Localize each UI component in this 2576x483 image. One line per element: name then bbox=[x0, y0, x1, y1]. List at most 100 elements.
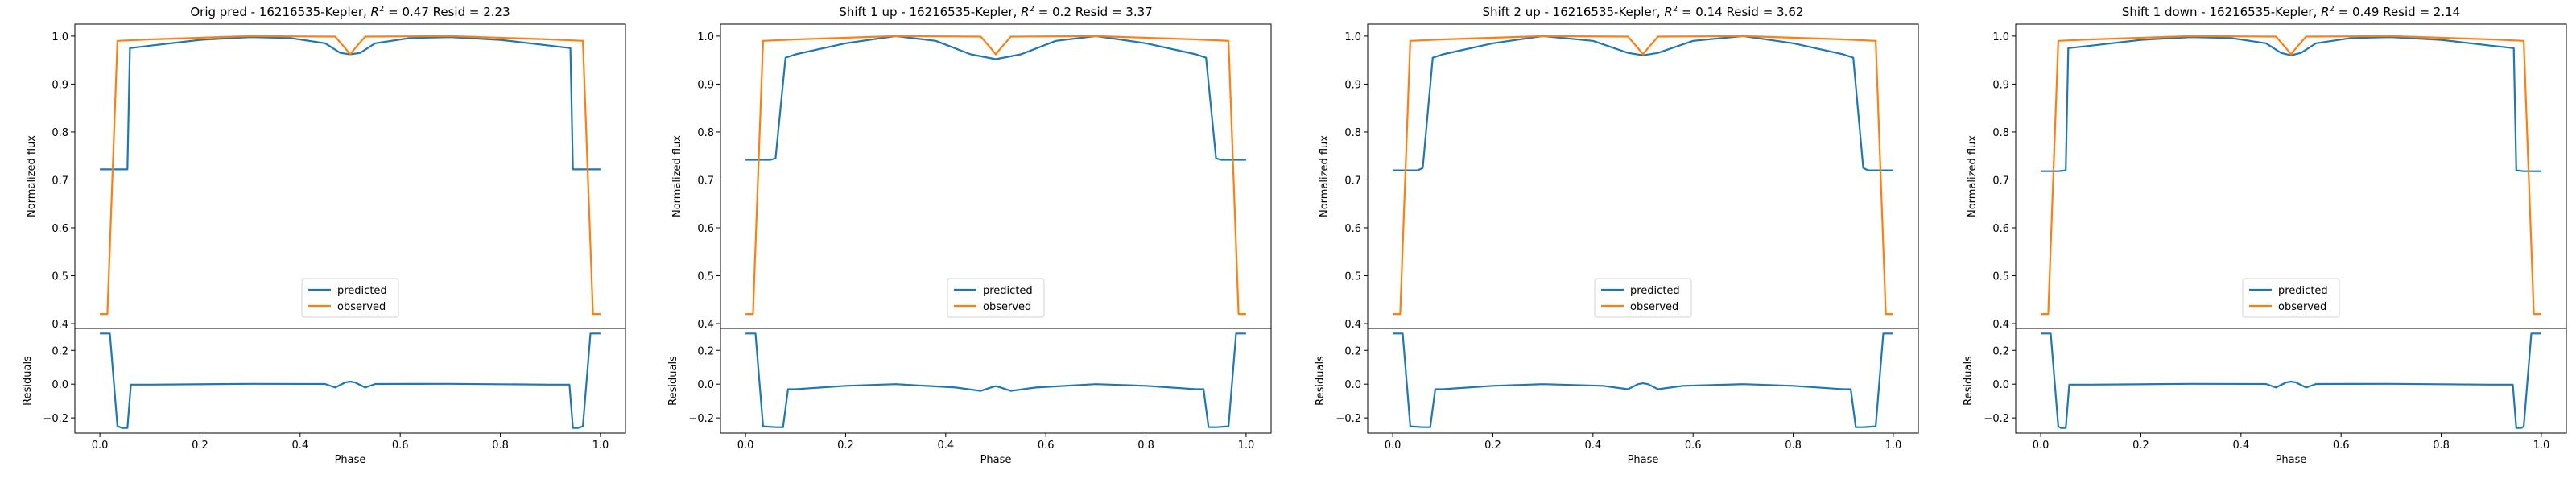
r-squared-exponent: 2 bbox=[379, 5, 384, 14]
x-axis-label: Phase bbox=[335, 454, 366, 466]
r-squared-exponent: 2 bbox=[1673, 5, 1678, 14]
resid-series-group bbox=[745, 332, 1246, 428]
x-tick-label: 0.6 bbox=[1685, 440, 1702, 452]
title-prefix: Orig pred - 16216535-Kepler, bbox=[190, 5, 370, 19]
r-squared-symbol: R bbox=[1664, 5, 1672, 19]
flux-y-tick-label: 0.8 bbox=[1344, 127, 1361, 139]
x-tick-label: 0.4 bbox=[1584, 440, 1601, 452]
legend-label-predicted: predicted bbox=[2278, 285, 2328, 297]
legend-label-predicted: predicted bbox=[983, 285, 1033, 297]
flux-y-tick-label: 0.5 bbox=[52, 271, 68, 283]
title-prefix: Shift 1 down - 16216535-Kepler, bbox=[2122, 5, 2321, 19]
flux-y-axis-label: Normalized flux bbox=[26, 135, 38, 217]
x-tick-label: 0.4 bbox=[291, 440, 308, 452]
flux-y-tick-label: 0.7 bbox=[697, 175, 714, 187]
legend-label-observed: observed bbox=[337, 301, 386, 313]
resid-y-tick-label: −0.2 bbox=[43, 413, 68, 425]
series-line-observed bbox=[100, 35, 601, 316]
flux-y-tick-label: 1.0 bbox=[1344, 31, 1361, 43]
title-prefix: Shift 2 up - 16216535-Kepler, bbox=[1483, 5, 1665, 19]
chart-panel-2: Shift 1 up - 16216535-Kepler, R2 = 0.2 R… bbox=[667, 5, 1272, 466]
residuals-axes-frame bbox=[1367, 328, 1919, 434]
x-axis-label: Phase bbox=[980, 454, 1012, 466]
flux-y-tick-label: 0.6 bbox=[1344, 223, 1361, 235]
flux-y-tick-label: 0.5 bbox=[697, 271, 714, 283]
x-tick-label: 0.0 bbox=[2033, 440, 2050, 452]
flux-y-tick-label: 0.7 bbox=[52, 175, 68, 187]
residuals-line bbox=[1393, 332, 1893, 428]
resid-y-tick-label: −0.2 bbox=[1984, 413, 2009, 425]
legend-label-predicted: predicted bbox=[1630, 285, 1680, 297]
flux-y-tick-label: 0.9 bbox=[1344, 79, 1361, 91]
resid-y-tick-label: 0.0 bbox=[1344, 379, 1361, 391]
x-tick-label: 1.0 bbox=[1238, 440, 1255, 452]
resid-y-tick-label: 0.0 bbox=[697, 379, 714, 391]
r-squared-symbol: R bbox=[1021, 5, 1029, 19]
flux-y-tick-label: 0.9 bbox=[52, 79, 68, 91]
flux-y-tick-label: 1.0 bbox=[1992, 31, 2009, 43]
legend: predicted observed bbox=[2242, 278, 2340, 318]
series-line-observed bbox=[745, 35, 1246, 316]
flux-y-tick-label: 1.0 bbox=[52, 31, 68, 43]
x-tick-label: 0.8 bbox=[1137, 440, 1154, 452]
chart-panel-4: Shift 1 down - 16216535-Kepler, R2 = 0.4… bbox=[1963, 5, 2567, 466]
flux-y-tick-label: 0.6 bbox=[1992, 223, 2009, 235]
series-line-observed bbox=[1393, 35, 1893, 316]
x-tick-label: 0.8 bbox=[1785, 440, 1802, 452]
resid-series-group bbox=[100, 332, 601, 429]
resid-y-axis-label: Residuals bbox=[1315, 356, 1327, 406]
flux-y-tick-label: 0.9 bbox=[697, 79, 714, 91]
title-stats: = 0.2 Resid = 3.37 bbox=[1034, 5, 1153, 19]
title-stats: = 0.47 Resid = 2.23 bbox=[384, 5, 510, 19]
flux-axes-frame bbox=[1367, 23, 1919, 329]
chart-title: Shift 1 down - 16216535-Kepler, R2 = 0.4… bbox=[2122, 5, 2460, 19]
legend: predicted observed bbox=[947, 278, 1045, 318]
legend-label-observed: observed bbox=[2278, 301, 2326, 313]
x-tick-label: 0.6 bbox=[1038, 440, 1055, 452]
legend: predicted observed bbox=[301, 278, 399, 318]
chart-title: Shift 2 up - 16216535-Kepler, R2 = 0.14 … bbox=[1483, 5, 1804, 19]
resid-y-tick-label: 0.2 bbox=[1344, 345, 1361, 357]
resid-y-tick-label: 0.0 bbox=[52, 379, 68, 391]
r-squared-symbol: R bbox=[371, 5, 379, 19]
chart-title: Shift 1 up - 16216535-Kepler, R2 = 0.2 R… bbox=[839, 5, 1152, 19]
flux-y-tick-label: 0.7 bbox=[1992, 175, 2009, 187]
x-tick-label: 0.0 bbox=[1385, 440, 1402, 452]
series-line-predicted bbox=[1393, 35, 1893, 171]
residuals-line bbox=[745, 332, 1246, 428]
x-tick-label: 0.8 bbox=[492, 440, 509, 452]
series-line-observed bbox=[2041, 35, 2541, 316]
residuals-line bbox=[100, 332, 601, 429]
r-squared-exponent: 2 bbox=[2330, 5, 2334, 14]
x-tick-label: 0.0 bbox=[737, 440, 754, 452]
x-axis-label: Phase bbox=[1628, 454, 1659, 466]
resid-y-tick-label: 0.2 bbox=[52, 345, 68, 357]
resid-y-tick-label: −0.2 bbox=[688, 413, 714, 425]
legend-label-observed: observed bbox=[1630, 301, 1678, 313]
legend-label-predicted: predicted bbox=[337, 285, 387, 297]
resid-y-tick-label: 0.2 bbox=[697, 345, 714, 357]
flux-series-group bbox=[100, 35, 601, 316]
x-tick-label: 0.2 bbox=[1484, 440, 1501, 452]
flux-series-group bbox=[2041, 35, 2541, 316]
resid-y-tick-label: 0.0 bbox=[1992, 379, 2009, 391]
flux-y-tick-label: 0.4 bbox=[1992, 319, 2009, 331]
flux-axes-frame bbox=[74, 23, 626, 329]
series-line-predicted bbox=[745, 35, 1246, 161]
legend-box bbox=[2242, 278, 2340, 318]
legend-label-observed: observed bbox=[983, 301, 1031, 313]
flux-y-tick-label: 0.8 bbox=[1992, 127, 2009, 139]
x-tick-label: 0.2 bbox=[837, 440, 854, 452]
flux-y-axis-label: Normalized flux bbox=[671, 135, 683, 217]
x-tick-label: 1.0 bbox=[2533, 440, 2550, 452]
legend-box bbox=[1594, 278, 1692, 318]
flux-y-tick-label: 0.5 bbox=[1344, 271, 1361, 283]
x-tick-label: 0.6 bbox=[2333, 440, 2350, 452]
flux-y-tick-label: 0.7 bbox=[1344, 175, 1361, 187]
residuals-axes-frame bbox=[720, 328, 1272, 434]
r-squared-symbol: R bbox=[2321, 5, 2329, 19]
flux-y-tick-label: 0.9 bbox=[1992, 79, 2009, 91]
resid-series-group bbox=[1393, 332, 1893, 428]
resid-y-tick-label: −0.2 bbox=[1335, 413, 1361, 425]
